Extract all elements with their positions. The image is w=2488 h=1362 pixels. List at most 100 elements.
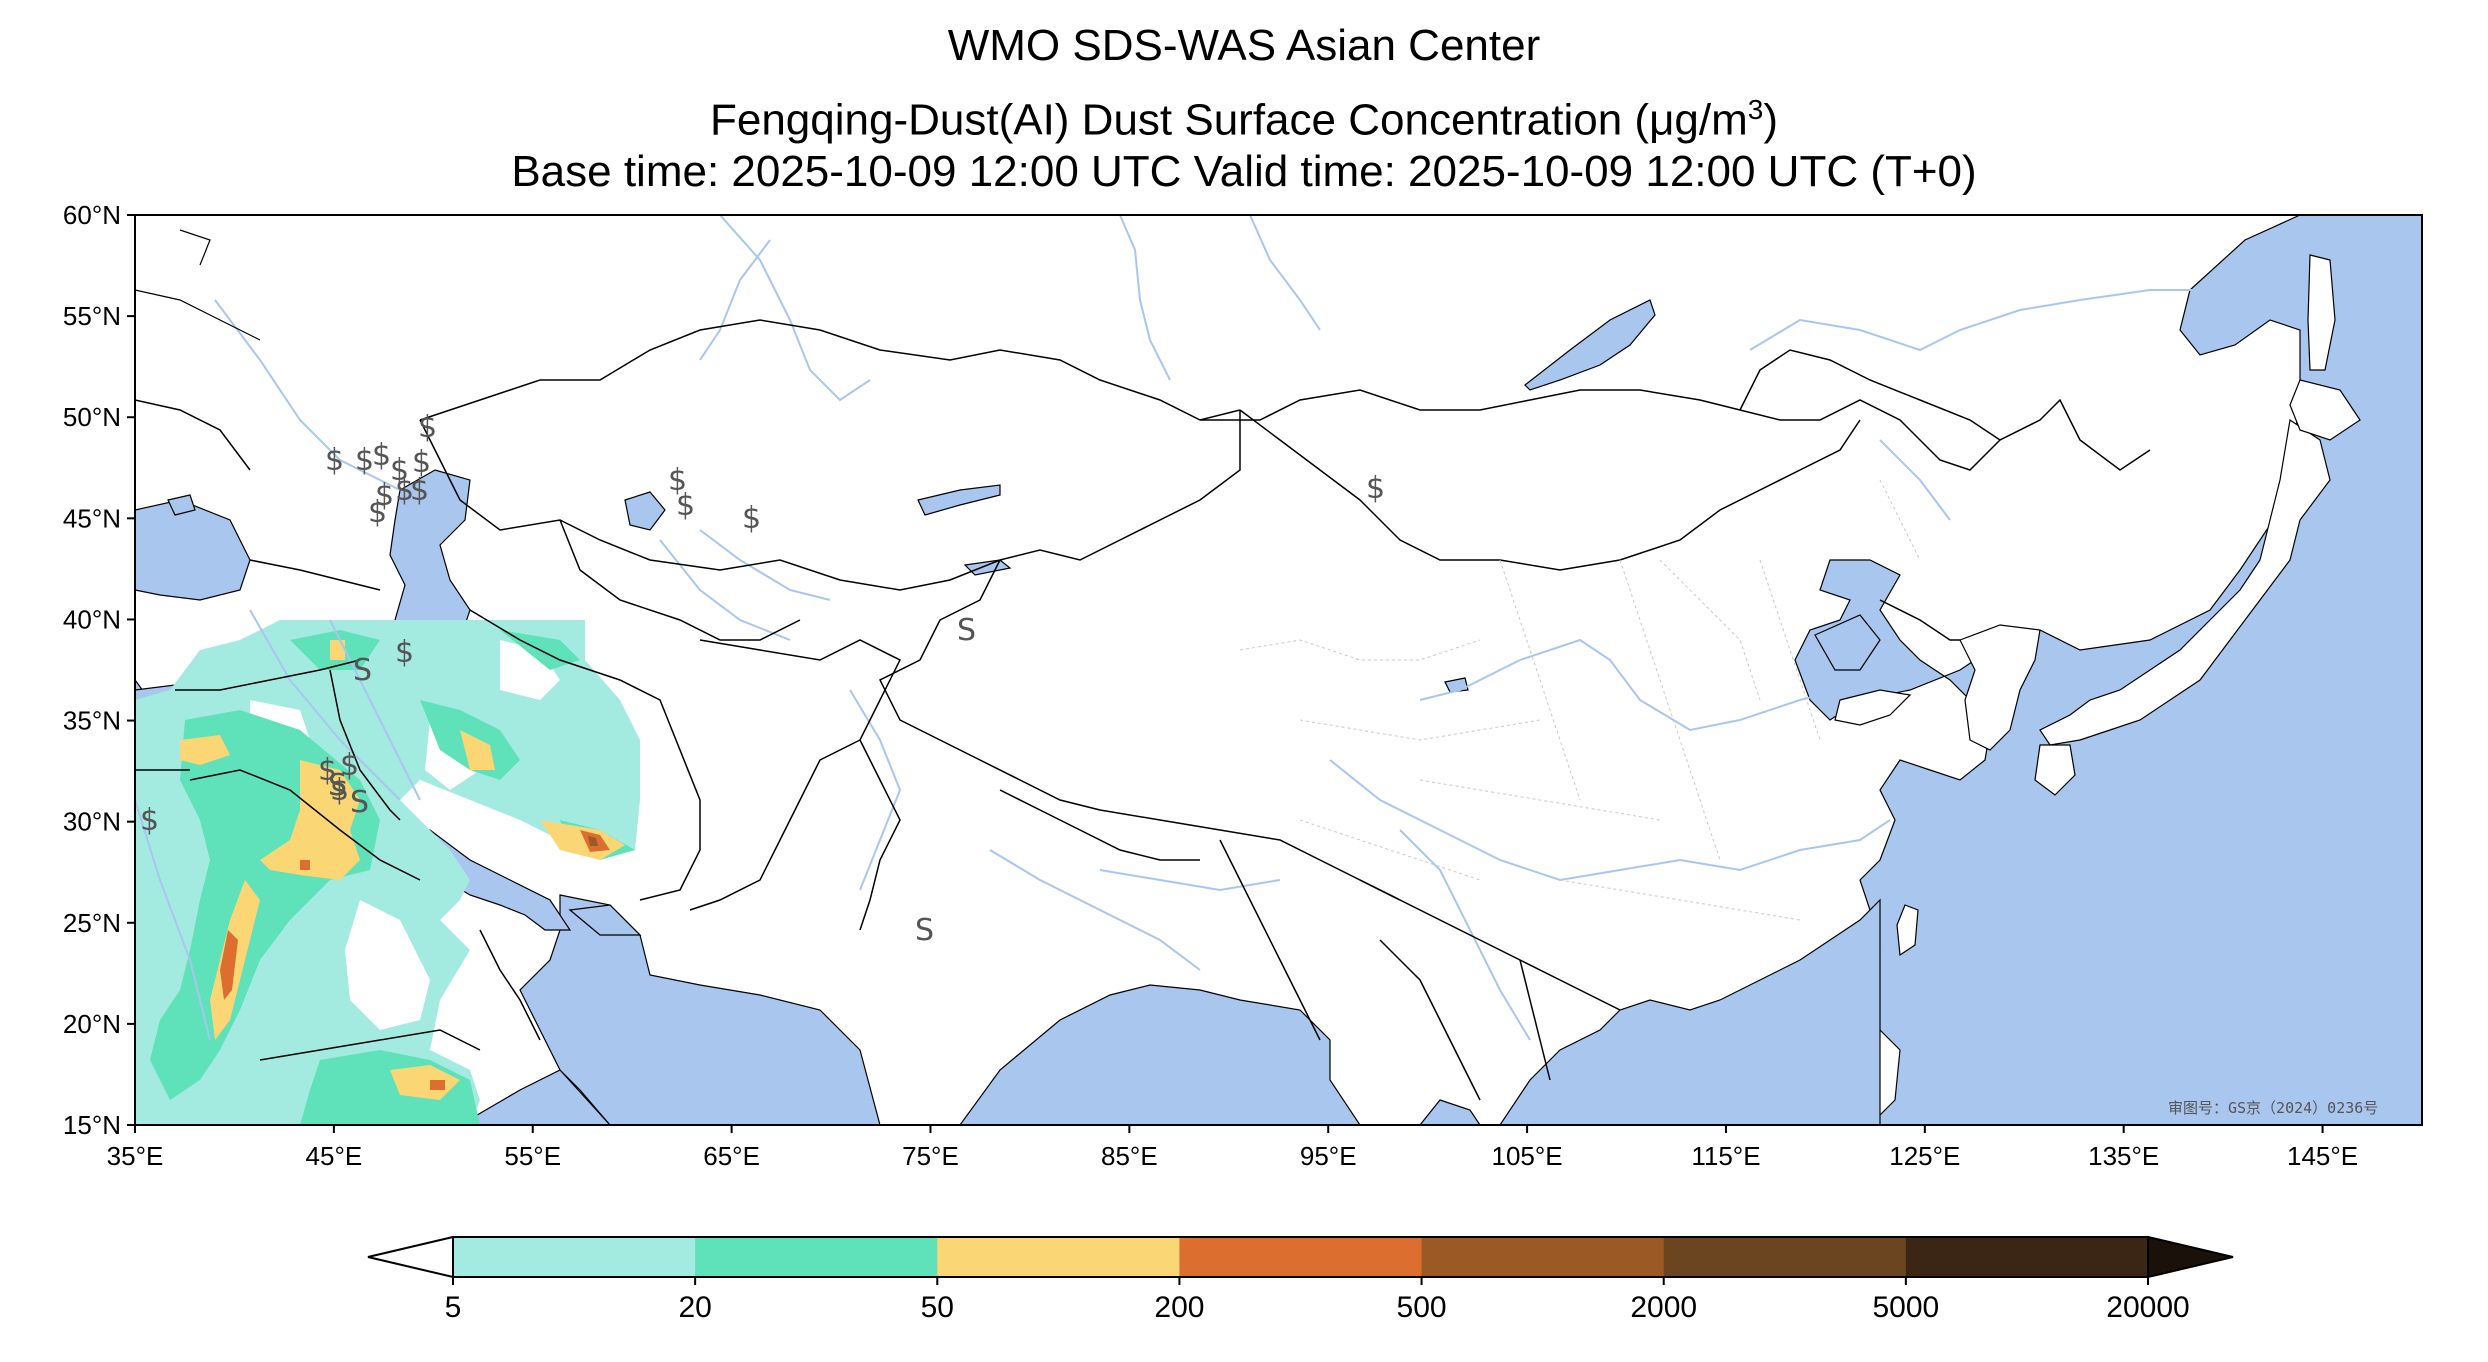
bay-of-bengal: [959, 984, 1361, 1125]
colorbar-label: 20000: [2106, 1291, 2189, 1324]
taiwan: [1896, 904, 1919, 957]
colorbar-segment: [1179, 1237, 1423, 1277]
river-indus: [849, 689, 902, 891]
lat-tick-label: 20°N: [63, 1009, 121, 1039]
station-marker: $: [390, 453, 409, 488]
colorbar-segment: [1663, 1237, 1907, 1277]
border-oman: [479, 929, 541, 1041]
station-marker: S: [957, 613, 976, 648]
border-saudi: [189, 769, 421, 881]
lon-tick-label: 115°E: [1691, 1141, 1760, 1171]
border-iraq: [329, 669, 401, 821]
station-marker: $: [368, 495, 387, 530]
station-marker: $: [140, 803, 159, 838]
unit-text: g/m: [1674, 95, 1748, 145]
product-name: Fengqing-Dust(AI) Dust Surface Concentra…: [709, 95, 1650, 145]
lon-tick-label: 35°E: [107, 1141, 164, 1171]
border-india-nepal: [999, 789, 1200, 861]
lat-tick-label: 25°N: [63, 908, 121, 938]
river-yangtze: [1329, 759, 1891, 882]
sea-of-azov: [167, 494, 196, 516]
river-volga: [214, 299, 401, 491]
gulf-of-oman: [568, 904, 642, 936]
station-marker: $: [1366, 471, 1385, 506]
colorbar-segment: [695, 1237, 938, 1277]
border-uzbek-turkmen: [559, 519, 801, 641]
black-sea: [135, 499, 251, 601]
lat-tick-label: 35°N: [63, 706, 121, 736]
station-marker: $: [325, 443, 344, 478]
station-marker: $: [330, 773, 349, 808]
station-marker: $: [410, 473, 429, 508]
lat-tick-label: 40°N: [63, 604, 121, 634]
colorbar-segment: [453, 1237, 696, 1277]
lon-tick-label: 145°E: [2287, 1141, 2358, 1171]
border-myanmar: [1219, 839, 1321, 1041]
unit-exponent: 3: [1747, 94, 1764, 125]
lake-balkhash: [917, 484, 1001, 516]
lat-tick-label: 55°N: [63, 301, 121, 331]
lake-baikal: [1524, 299, 1656, 391]
japan-kyushu: [2034, 744, 2076, 796]
station-marker: S: [350, 785, 369, 820]
river-nile: [135, 799, 211, 1041]
colorbar-segment: [937, 1237, 1180, 1277]
lon-tick-label: 135°E: [2088, 1141, 2159, 1171]
aral-sea: [624, 491, 666, 531]
border-russia-kazakh: [419, 319, 1241, 421]
arabian-sea: [519, 894, 881, 1125]
river-euphrates: [249, 609, 401, 801]
station-marker: $: [418, 410, 437, 445]
border-iran: [469, 609, 701, 901]
station-marker: $: [742, 501, 761, 536]
station-marker: $: [355, 443, 374, 478]
coastlines: [135, 229, 261, 341]
border-china-se-asia: [1359, 879, 1621, 1011]
station-marker: $: [676, 488, 695, 523]
station-marker: $: [412, 445, 431, 480]
station-marker: $: [318, 753, 337, 788]
river-mekong: [1399, 829, 1531, 1041]
unit-mu: μ: [1649, 95, 1675, 145]
lon-axis: 35°E 45°E 55°E 65°E 75°E 85°E 95°E 105°E 115°E 12…: [107, 1125, 2358, 1171]
map-subtitle: Fengqing-Dust(AI) Dust Surface Concentra…: [0, 84, 2488, 147]
map-approval-stamp: 审图号：GS京（2024）0236号: [2168, 1099, 2378, 1117]
lat-axis: 60°N 55°N 50°N 45°N 40°N 35°N 30°N 25°N 20°N 15°N: [63, 200, 135, 1140]
colorbar-label: 500: [1397, 1291, 1447, 1324]
lat-tick-label: 50°N: [63, 402, 121, 432]
rivers: [135, 215, 2220, 1041]
lat-tick-label: 15°N: [63, 1110, 121, 1140]
dust-level-500-2000: [588, 836, 598, 846]
border-thai-laos: [1379, 939, 1481, 1101]
colorbar: 5 20 50 200 500 2000 5000 20000: [367, 1235, 2234, 1324]
colorbar-frame: [452, 1236, 2149, 1278]
river-ob: [719, 215, 871, 402]
map-title: WMO SDS-WAS Asian Center: [947, 21, 1541, 70]
river-songhua: [1879, 439, 1951, 521]
river-irtysh: [699, 239, 771, 361]
border-russia-china-ne: [1739, 349, 2001, 441]
station-marker: $: [372, 438, 391, 473]
hokkaido: [2289, 379, 2361, 441]
station-marker: $: [340, 748, 359, 783]
station-marker: $: [395, 635, 414, 670]
dust-field: [135, 620, 640, 1125]
river-brahmaputra: [1099, 869, 1281, 892]
indian-ocean-west: [458, 1069, 611, 1125]
bohai: [1814, 614, 1881, 671]
south-china-sea: [1499, 898, 1881, 1125]
shandong: [1834, 689, 1912, 726]
lon-tick-label: 45°E: [306, 1141, 363, 1171]
station-markers: $ $ $ $ $ $ $ $ $ $ $ $ $ $ $ S S S $ $ …: [140, 410, 1385, 948]
colorbar-label: 200: [1154, 1291, 1204, 1324]
border-china-korea: [1879, 599, 1960, 641]
border-mongolia-china: [1239, 409, 1861, 571]
border-russia-mongolia: [1200, 389, 2151, 471]
dust-level-20-50: [150, 630, 635, 1125]
colorbar-label: 2000: [1630, 1291, 1697, 1324]
lon-tick-label: 55°E: [504, 1141, 561, 1171]
border-georgia: [249, 559, 381, 591]
dust-gap-1: [345, 900, 430, 1030]
time-info: Base time: 2025-10-09 12:00 UTC Valid ti…: [511, 147, 1977, 196]
